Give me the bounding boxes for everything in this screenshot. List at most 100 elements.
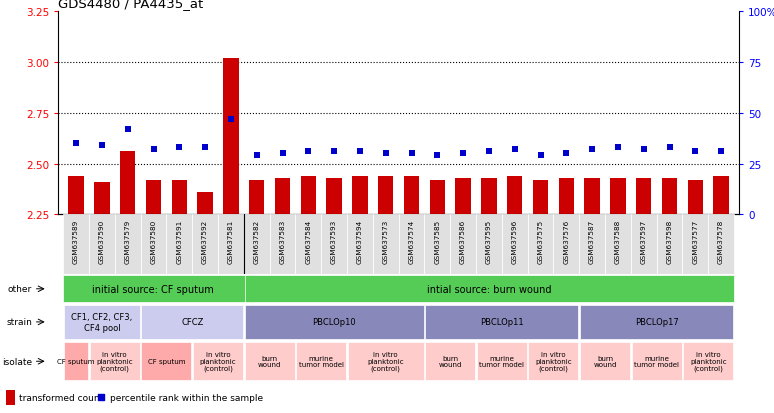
Bar [683, 215, 708, 275]
Point [483, 149, 495, 155]
Bar [481, 178, 497, 215]
Point [276, 151, 289, 157]
Text: GSM637586: GSM637586 [460, 220, 466, 263]
Text: other: other [8, 285, 32, 294]
Text: CF sputum: CF sputum [148, 358, 185, 364]
Bar [245, 305, 423, 339]
Bar [450, 215, 476, 275]
Text: GSM637598: GSM637598 [666, 220, 673, 263]
Text: CF sputum: CF sputum [57, 358, 95, 364]
Bar [347, 215, 373, 275]
Bar [296, 215, 321, 275]
Point [431, 153, 444, 159]
Bar [559, 178, 574, 215]
Bar [714, 176, 729, 215]
Text: GSM637589: GSM637589 [73, 220, 79, 263]
Bar [64, 305, 140, 339]
Text: GSM637574: GSM637574 [409, 220, 415, 263]
Text: GSM637585: GSM637585 [434, 220, 440, 263]
Text: GSM637583: GSM637583 [279, 220, 286, 263]
Text: in vitro
planktonic
(control): in vitro planktonic (control) [368, 351, 404, 371]
Text: GSM637582: GSM637582 [254, 220, 260, 263]
Text: PBCLOp11: PBCLOp11 [480, 318, 524, 327]
Bar [327, 178, 342, 215]
Text: GSM637596: GSM637596 [512, 220, 518, 263]
Bar [424, 215, 450, 275]
Bar [430, 180, 445, 215]
Point [302, 149, 314, 155]
Point [638, 147, 650, 153]
Text: GSM637595: GSM637595 [486, 220, 492, 263]
Bar [120, 152, 135, 215]
Bar [636, 178, 652, 215]
Bar [404, 176, 420, 215]
Point [560, 151, 573, 157]
Text: GSM637592: GSM637592 [202, 220, 208, 263]
Text: GSM637577: GSM637577 [692, 220, 698, 263]
Bar [94, 183, 110, 215]
Bar [425, 305, 578, 339]
Text: in vitro
planktonic
(control): in vitro planktonic (control) [690, 351, 727, 371]
Text: GSM637579: GSM637579 [125, 220, 131, 263]
Bar [476, 215, 502, 275]
Text: murine
tumor model: murine tumor model [479, 355, 524, 368]
Text: in vitro
planktonic
(control): in vitro planktonic (control) [535, 351, 572, 371]
Bar [610, 178, 625, 215]
Point [406, 151, 418, 157]
Text: in vitro
planktonic
(control): in vitro planktonic (control) [200, 351, 236, 371]
Text: strain: strain [6, 318, 32, 327]
Bar [141, 215, 166, 275]
Text: percentile rank within the sample: percentile rank within the sample [111, 393, 263, 402]
Bar [631, 215, 656, 275]
Bar [63, 276, 255, 302]
Text: initial source: CF sputum: initial source: CF sputum [92, 284, 214, 294]
Bar [683, 342, 733, 380]
Bar [142, 305, 243, 339]
Bar [142, 342, 191, 380]
Bar [244, 215, 269, 275]
Text: GDS4480 / PA4435_at: GDS4480 / PA4435_at [58, 0, 204, 10]
Bar [708, 215, 734, 275]
Bar [425, 342, 475, 380]
Point [147, 147, 159, 153]
Text: GSM637591: GSM637591 [176, 220, 183, 263]
Bar [192, 215, 218, 275]
Point [457, 151, 469, 157]
Bar [580, 342, 630, 380]
Bar [584, 178, 600, 215]
Bar [528, 215, 553, 275]
Text: murine
tumor model: murine tumor model [299, 355, 344, 368]
Bar [63, 215, 89, 275]
Text: GSM637573: GSM637573 [382, 220, 389, 263]
Bar [68, 176, 84, 215]
Bar [507, 176, 522, 215]
Bar [223, 59, 238, 215]
Point [328, 149, 341, 155]
Point [689, 149, 701, 155]
Text: PBCLOp10: PBCLOp10 [312, 318, 356, 327]
Text: murine
tumor model: murine tumor model [634, 355, 679, 368]
Bar [172, 180, 187, 215]
Bar [605, 215, 631, 275]
Point [379, 151, 392, 157]
Point [715, 149, 728, 155]
Bar [662, 178, 677, 215]
Bar [275, 178, 290, 215]
Bar [656, 215, 683, 275]
Point [611, 145, 624, 151]
Bar [373, 215, 399, 275]
Point [94, 394, 107, 401]
Text: burn
wound: burn wound [594, 355, 617, 368]
Bar [533, 180, 548, 215]
Point [96, 142, 108, 149]
Bar [687, 180, 703, 215]
Bar [553, 215, 579, 275]
Point [534, 153, 546, 159]
Text: GSM637597: GSM637597 [641, 220, 647, 263]
Bar [348, 342, 423, 380]
Text: CFCZ: CFCZ [181, 318, 204, 327]
Text: GSM637578: GSM637578 [718, 220, 724, 263]
Text: GSM637594: GSM637594 [357, 220, 363, 263]
Text: GSM637593: GSM637593 [331, 220, 337, 263]
Point [173, 145, 186, 151]
